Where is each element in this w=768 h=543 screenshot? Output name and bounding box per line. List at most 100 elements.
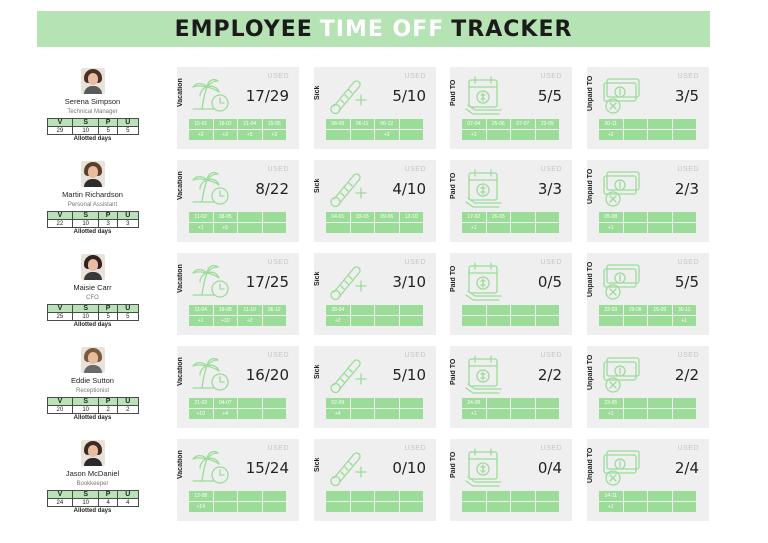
days-cell[interactable]: +1 (672, 316, 696, 326)
date-cell[interactable] (486, 491, 510, 501)
days-cell[interactable] (486, 409, 510, 419)
days-cell[interactable] (535, 502, 559, 512)
days-cell[interactable] (511, 130, 535, 140)
allotted-value[interactable]: 22 (46, 219, 74, 228)
date-cell[interactable] (238, 212, 262, 222)
days-cell[interactable]: +2 (238, 316, 262, 326)
days-cell[interactable] (350, 316, 374, 326)
date-cell[interactable]: 12-10 (399, 212, 423, 222)
days-cell[interactable] (399, 409, 423, 419)
date-cell[interactable]: 15-05 (262, 119, 286, 129)
days-cell[interactable] (623, 316, 647, 326)
allotted-value[interactable]: 25 (46, 312, 74, 321)
date-cell[interactable]: 09-06 (375, 212, 399, 222)
allotted-value[interactable]: 5 (98, 312, 119, 321)
days-cell[interactable]: +3 (262, 130, 286, 140)
days-cell[interactable]: +10 (189, 409, 213, 419)
days-cell[interactable] (375, 409, 399, 419)
date-cell[interactable]: 05-08 (599, 212, 623, 222)
days-cell[interactable]: +2 (189, 130, 213, 140)
days-cell[interactable]: +14 (189, 502, 213, 512)
days-cell[interactable]: +1 (462, 409, 486, 419)
date-cell[interactable]: 12-08 (189, 491, 213, 501)
days-cell[interactable] (462, 502, 486, 512)
days-cell[interactable] (375, 502, 399, 512)
days-cell[interactable] (648, 316, 672, 326)
date-cell[interactable] (511, 212, 535, 222)
date-cell[interactable]: 28-04 (326, 305, 350, 315)
date-cell[interactable] (375, 398, 399, 408)
date-cell[interactable]: 04-07 (213, 398, 237, 408)
date-cell[interactable] (672, 398, 696, 408)
date-cell[interactable] (399, 491, 423, 501)
date-cell[interactable] (213, 491, 237, 501)
days-cell[interactable] (672, 223, 696, 233)
days-cell[interactable] (326, 502, 350, 512)
date-cell[interactable]: 21-04 (238, 119, 262, 129)
days-cell[interactable]: +3 (375, 130, 399, 140)
days-cell[interactable]: +2 (599, 130, 623, 140)
date-cell[interactable] (238, 491, 262, 501)
days-cell[interactable] (350, 502, 374, 512)
days-cell[interactable] (326, 223, 350, 233)
allotted-value[interactable]: 10 (72, 219, 100, 228)
date-cell[interactable]: 06-12 (262, 305, 286, 315)
days-cell[interactable] (486, 130, 510, 140)
date-cell[interactable]: 23-05 (599, 398, 623, 408)
date-cell[interactable] (672, 212, 696, 222)
days-cell[interactable] (262, 316, 286, 326)
days-cell[interactable] (486, 502, 510, 512)
date-cell[interactable]: 14-11 (599, 491, 623, 501)
date-cell[interactable] (535, 398, 559, 408)
date-cell[interactable]: 03-03 (350, 212, 374, 222)
date-cell[interactable]: 29-06 (623, 305, 647, 315)
days-cell[interactable] (623, 409, 647, 419)
allotted-value[interactable]: 3 (98, 219, 119, 228)
allotted-value[interactable]: 20 (46, 405, 74, 414)
allotted-value[interactable]: 10 (72, 498, 100, 507)
date-cell[interactable] (326, 491, 350, 501)
days-cell[interactable] (486, 223, 510, 233)
days-cell[interactable] (623, 130, 647, 140)
date-cell[interactable]: 08-05 (213, 212, 237, 222)
date-cell[interactable]: 30-11 (672, 305, 696, 315)
date-cell[interactable] (399, 119, 423, 129)
allotted-value[interactable]: 4 (98, 498, 119, 507)
date-cell[interactable] (238, 398, 262, 408)
date-cell[interactable] (486, 398, 510, 408)
days-cell[interactable] (350, 223, 374, 233)
days-cell[interactable] (213, 502, 237, 512)
date-cell[interactable] (623, 398, 647, 408)
date-cell[interactable]: 06-11 (350, 119, 374, 129)
date-cell[interactable] (511, 491, 535, 501)
days-cell[interactable] (535, 130, 559, 140)
days-cell[interactable] (511, 409, 535, 419)
days-cell[interactable]: +1 (189, 223, 213, 233)
days-cell[interactable] (486, 316, 510, 326)
days-cell[interactable] (648, 409, 672, 419)
date-cell[interactable]: 17-02 (462, 212, 486, 222)
days-cell[interactable]: +4 (213, 409, 237, 419)
days-cell[interactable] (238, 502, 262, 512)
date-cell[interactable] (623, 491, 647, 501)
date-cell[interactable] (399, 305, 423, 315)
date-cell[interactable]: 11-04 (189, 305, 213, 315)
days-cell[interactable] (350, 130, 374, 140)
date-cell[interactable]: 07-07 (511, 119, 535, 129)
date-cell[interactable] (350, 491, 374, 501)
date-cell[interactable]: 19-08 (213, 305, 237, 315)
days-cell[interactable] (375, 223, 399, 233)
allotted-value[interactable]: 5 (98, 126, 119, 135)
date-cell[interactable] (462, 491, 486, 501)
days-cell[interactable] (623, 223, 647, 233)
days-cell[interactable] (535, 316, 559, 326)
allotted-value[interactable]: 2 (117, 405, 139, 414)
date-cell[interactable] (375, 491, 399, 501)
allotted-value[interactable]: 4 (117, 498, 139, 507)
allotted-value[interactable]: 29 (46, 126, 74, 135)
allotted-value[interactable]: 5 (117, 126, 139, 135)
date-cell[interactable] (648, 491, 672, 501)
days-cell[interactable] (511, 502, 535, 512)
days-cell[interactable] (599, 316, 623, 326)
date-cell[interactable] (262, 491, 286, 501)
